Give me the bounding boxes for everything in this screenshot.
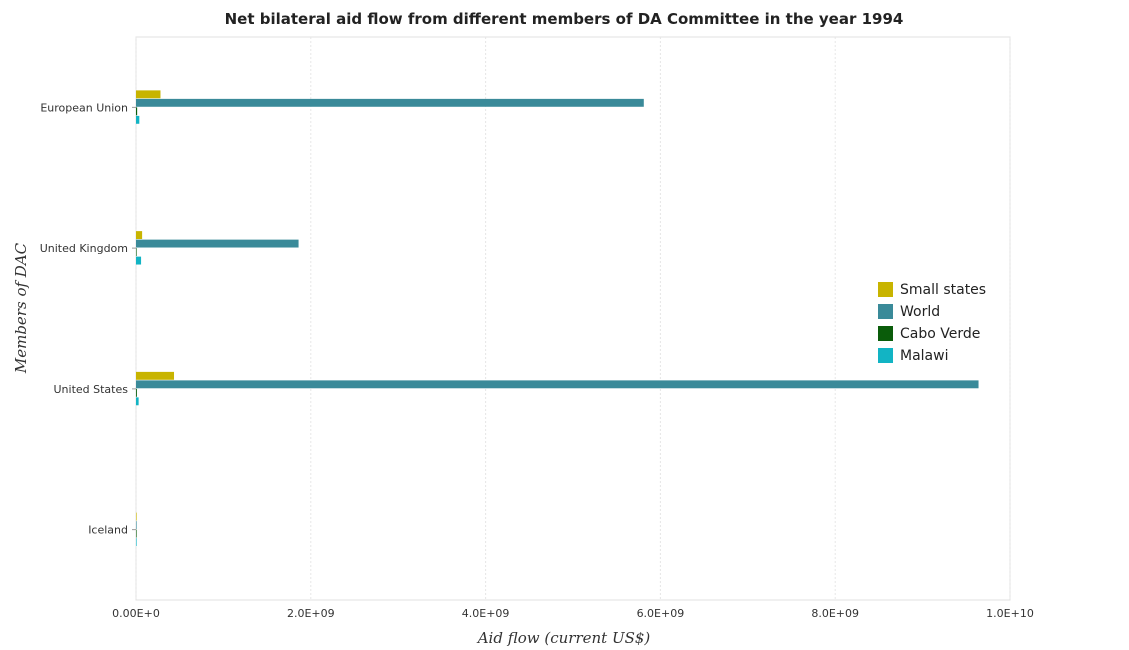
bar bbox=[136, 371, 175, 380]
y-tick-label: United Kingdom bbox=[40, 242, 128, 255]
bar bbox=[136, 107, 138, 116]
y-tick-label: European Union bbox=[40, 101, 128, 114]
bar bbox=[136, 115, 140, 124]
plot-frame bbox=[135, 36, 1011, 601]
bar bbox=[136, 397, 139, 406]
bar bbox=[136, 529, 137, 538]
legend-label: Malawi bbox=[900, 348, 948, 364]
bar bbox=[136, 256, 142, 265]
legend: Small states World Cabo Verde Malawi bbox=[878, 282, 986, 364]
x-tick-label: 1.0E+10 bbox=[986, 607, 1034, 620]
chart-title: Net bilateral aid flow from different me… bbox=[225, 10, 904, 28]
legend-swatch bbox=[878, 282, 893, 297]
x-tick-label: 8.0E+09 bbox=[811, 607, 859, 620]
bar bbox=[136, 512, 137, 521]
bar bbox=[136, 231, 143, 240]
plot-area: 0.00E+0 2.0E+09 4.0E+09 6.0E+09 8.0E+09 1.0E+… bbox=[40, 36, 1034, 620]
bar bbox=[136, 98, 644, 107]
y-axis-title: Members of DAC bbox=[12, 242, 30, 374]
legend-label: Small states bbox=[900, 282, 986, 298]
legend-label: World bbox=[900, 304, 940, 320]
bar bbox=[136, 90, 161, 99]
x-tick-label: 2.0E+09 bbox=[287, 607, 335, 620]
legend-label: Cabo Verde bbox=[900, 326, 980, 342]
x-tick-label: 6.0E+09 bbox=[637, 607, 685, 620]
bar bbox=[136, 521, 137, 530]
y-tick-label: Iceland bbox=[88, 524, 128, 537]
bar bbox=[136, 248, 137, 257]
legend-swatch bbox=[878, 326, 893, 341]
y-tick-label: United States bbox=[54, 383, 129, 396]
legend-swatch bbox=[878, 304, 893, 319]
bar bbox=[136, 538, 137, 547]
bar bbox=[136, 388, 137, 397]
legend-swatch bbox=[878, 348, 893, 363]
bar bbox=[136, 380, 979, 389]
x-tick-label: 4.0E+09 bbox=[462, 607, 510, 620]
x-tick-label: 0.00E+0 bbox=[112, 607, 160, 620]
bar bbox=[136, 239, 299, 248]
x-axis-title: Aid flow (current US$) bbox=[476, 629, 651, 647]
